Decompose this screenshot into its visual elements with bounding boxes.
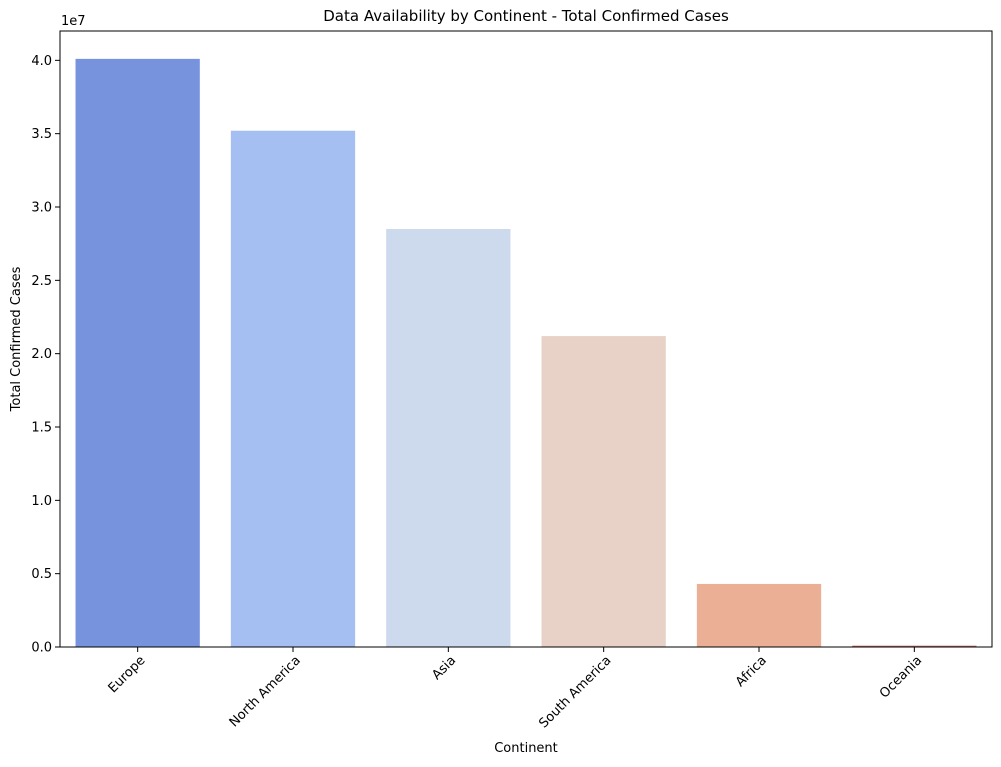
bar-south-america	[541, 336, 666, 647]
y-tick-label: 2.5	[31, 274, 52, 289]
plot-frame	[59, 30, 993, 648]
x-tick-label: Africa	[733, 653, 770, 690]
y-offset-label: 1e7	[61, 14, 86, 29]
bar-oceania	[852, 645, 977, 647]
x-tick-label: Oceania	[877, 653, 925, 701]
y-tick-label: 4.0	[31, 54, 52, 69]
x-tick-label: North America	[227, 653, 304, 730]
bar-north-america	[230, 130, 356, 647]
y-tick-label: 3.0	[31, 201, 52, 216]
y-axis-ticks: 0.0 0.5 1.0 1.5 2.0 2.5 3.0 3.5 4.0	[31, 54, 60, 656]
y-tick-label: 1.0	[31, 494, 52, 509]
y-axis-label: Total Confirmed Cases	[9, 266, 24, 412]
bar-africa	[696, 583, 822, 647]
bar-asia	[386, 229, 511, 647]
x-tick-label: Europe	[106, 653, 149, 696]
y-tick-label: 2.0	[31, 347, 52, 362]
x-axis-ticks: Europe North America Asia South America Afri…	[106, 647, 925, 731]
y-tick-label: 3.5	[31, 127, 52, 142]
y-tick-label: 1.5	[31, 421, 52, 436]
y-tick-label: 0.5	[31, 567, 52, 582]
y-tick-label: 0.0	[31, 641, 52, 656]
x-tick-label: Asia	[429, 653, 459, 683]
bar-europe	[75, 58, 200, 648]
chart-title: Data Availability by Continent - Total C…	[323, 7, 729, 25]
bars-group	[75, 58, 977, 648]
x-tick-label: South America	[536, 653, 614, 731]
x-axis-label: Continent	[494, 741, 558, 756]
